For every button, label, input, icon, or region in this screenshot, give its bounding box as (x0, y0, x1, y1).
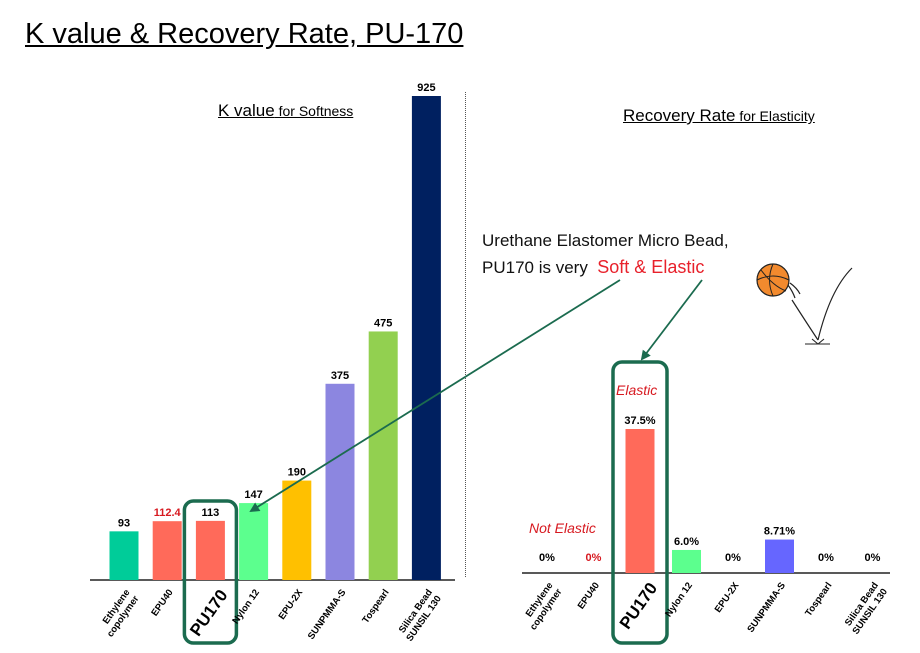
k-value-heading-sub: for Softness (274, 103, 354, 119)
bar-epu40 (152, 521, 182, 580)
value-label-ethylene-copolymer: 0% (539, 552, 555, 564)
value-label-tospearl: 475 (374, 317, 392, 329)
callout-line-2-prefix: PU170 is very (482, 258, 588, 277)
k-value-chart: 93 Ethylenecopolymer 112.4 EPU40 113 PU170 147… (90, 82, 455, 645)
tick-label-tospearl: Tospearl (360, 587, 391, 625)
recovery-chart: 0% Ethylenecopolymer 0% EPU40 37.5% PU170 6.0%… (519, 360, 890, 645)
value-label-epu-2x: 0% (725, 552, 741, 564)
value-label-epu-2x: 190 (288, 467, 306, 479)
value-label-epu40: 0% (586, 552, 602, 564)
bar-sunpmma-s (325, 383, 355, 580)
bar-sunpmma-s (765, 539, 794, 573)
value-label-pu170: 37.5% (624, 415, 655, 427)
tick-label-epu-2x: EPU-2X (713, 580, 742, 615)
value-label-sunpmma-s: 8.71% (764, 526, 795, 538)
tick-label-epu40: EPU40 (576, 580, 602, 611)
value-label-nylon-12: 147 (244, 489, 262, 501)
value-label-pu170: 113 (202, 507, 220, 519)
callout-arrow-to-k (249, 279, 621, 513)
tick-label-pu170: PU170 (616, 579, 661, 632)
tick-label-line: SUNPMMA-S (745, 580, 788, 634)
bar-pu170 (625, 429, 655, 573)
tick-label-sunpmma-s: SUNPMMA-S (745, 580, 788, 634)
tick-label-silica-bead-sunsil-130: Silica BeadSUNSIL 130 (395, 587, 444, 643)
bar-epu-2x (282, 480, 312, 580)
pu170-highlight-box (182, 499, 239, 645)
tick-label-line: SUNPMMA-S (306, 587, 349, 641)
callout-line-2: PU170 is very Soft & Elastic (482, 254, 729, 281)
tick-label-line: Tospearl (360, 587, 391, 625)
tick-label-epu-2x: EPU-2X (277, 587, 306, 622)
tick-label-ethylene-copolymer: Ethylenecopolymer (519, 580, 565, 632)
pu170-highlight-box (611, 360, 669, 645)
bar-pu170 (195, 520, 225, 580)
callout-arrow-to-recovery (640, 279, 703, 361)
tick-label-line: EPU40 (576, 580, 602, 611)
tick-label-silica-bead-sunsil-130: Silica BeadSUNSIL 130 (841, 580, 890, 636)
tick-label-line: Tospearl (803, 580, 834, 618)
k-value-heading: K value for Softness (218, 101, 353, 121)
value-label-ethylene-copolymer: 93 (118, 517, 130, 529)
not-elastic-note: Not Elastic (529, 520, 596, 536)
elastic-note: Elastic (616, 382, 657, 398)
callout-text: Urethane Elastomer Micro Bead, PU170 is … (482, 228, 729, 281)
tick-label-tospearl: Tospearl (803, 580, 834, 618)
bar-nylon-12 (672, 549, 701, 573)
tick-label-pu170: PU170 (186, 586, 231, 639)
recovery-heading-main: Recovery Rate (623, 106, 736, 125)
value-label-sunpmma-s: 375 (331, 370, 349, 382)
chart-divider (465, 92, 466, 577)
value-label-tospearl: 0% (818, 552, 834, 564)
tick-label-ethylene-copolymer: Ethylenecopolymer (96, 587, 142, 639)
value-label-silica-bead-sunsil-130: 0% (865, 552, 881, 564)
recovery-heading: Recovery Rate for Elasticity (623, 106, 815, 126)
tick-label-line: EPU-2X (277, 587, 306, 622)
basketball-icon (756, 263, 853, 345)
recovery-heading-sub: for Elasticity (735, 108, 815, 124)
bar-tospearl (368, 331, 398, 580)
tick-label-sunpmma-s: SUNPMMA-S (306, 587, 349, 641)
callout-highlight: Soft & Elastic (597, 257, 705, 277)
k-value-heading-main: K value (218, 101, 275, 120)
value-label-epu40: 112.4 (154, 507, 182, 519)
tick-label-line: EPU-2X (713, 580, 742, 615)
bar-silica-bead-sunsil-130 (411, 96, 441, 580)
value-label-nylon-12: 6.0% (674, 536, 699, 548)
callout-line-1: Urethane Elastomer Micro Bead, (482, 231, 729, 250)
tick-label-epu40: EPU40 (149, 587, 175, 618)
slide-title: K value & Recovery Rate, PU-170 (25, 18, 464, 50)
tick-label-line: EPU40 (149, 587, 175, 618)
bar-ethylene-copolymer (109, 531, 139, 580)
value-label-silica-bead-sunsil-130: 925 (417, 82, 435, 94)
bar-nylon-12 (239, 503, 269, 580)
